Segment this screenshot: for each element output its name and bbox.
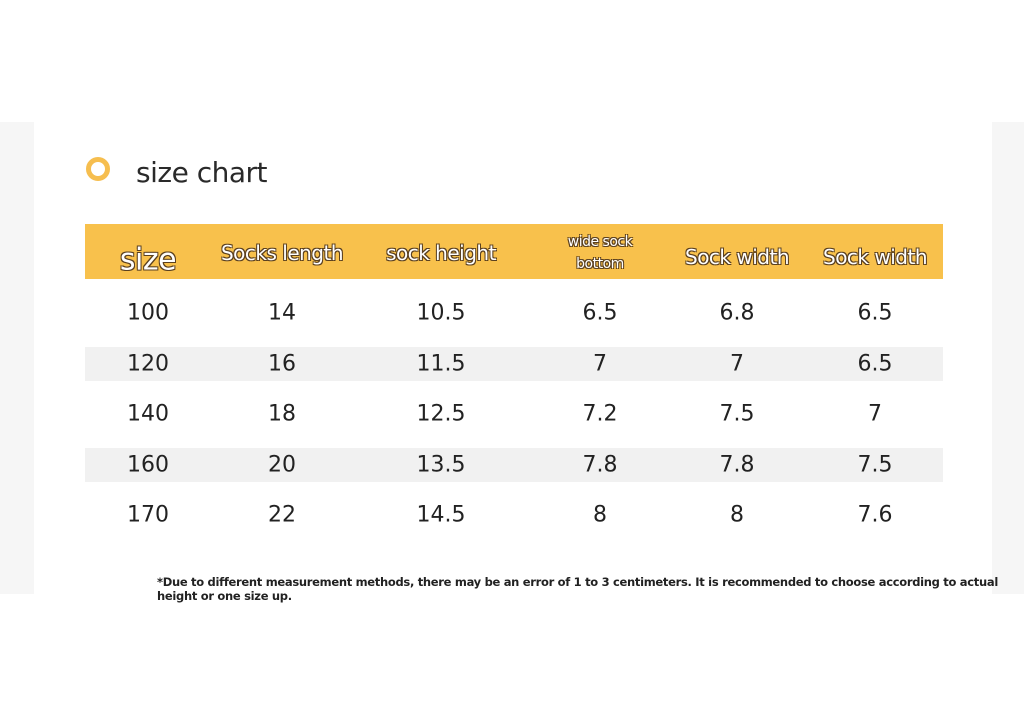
table-cell: 170 xyxy=(127,502,169,528)
table-cell: 6.8 xyxy=(719,300,755,326)
header-cell: Socks length xyxy=(220,241,344,265)
table-cell: 7.8 xyxy=(719,452,755,477)
table-cell: 13.5 xyxy=(416,452,466,477)
table-cell: 14 xyxy=(268,300,296,326)
table-cell: 7.5 xyxy=(857,452,893,477)
header-cell: wide sock bottom xyxy=(567,234,633,272)
table-cell: 10.5 xyxy=(416,300,466,326)
header-cell: Sock width xyxy=(823,245,928,269)
table-cell: 16 xyxy=(268,351,296,376)
header-cell: size xyxy=(119,242,177,278)
table-cell: 6.5 xyxy=(857,351,893,376)
title: size chart xyxy=(136,156,267,189)
table-cell: 7 xyxy=(730,351,744,376)
table-cell: 8 xyxy=(730,502,744,528)
header-cell: sock height xyxy=(386,241,496,265)
table-cell: 22 xyxy=(268,502,296,528)
header-bar xyxy=(85,224,943,279)
row-stripe xyxy=(85,347,943,381)
table-cell: 160 xyxy=(127,452,169,477)
table-cell: 11.5 xyxy=(416,351,466,376)
table-cell: 100 xyxy=(127,300,169,326)
table-cell: 7 xyxy=(868,401,882,427)
table-cell: 6.5 xyxy=(582,300,618,326)
table-cell: 20 xyxy=(268,452,296,477)
table-cell: 6.5 xyxy=(857,300,893,326)
row-stripe xyxy=(85,448,943,482)
header-cell: Sock width xyxy=(685,245,790,269)
table-cell: 7.5 xyxy=(719,401,755,427)
table-cell: 140 xyxy=(127,401,169,427)
footnote: *Due to different measurement methods, t… xyxy=(157,575,998,603)
table-cell: 7 xyxy=(593,351,607,376)
title-icon xyxy=(86,157,110,181)
table-cell: 12.5 xyxy=(416,401,466,427)
table-cell: 8 xyxy=(593,502,607,528)
table-cell: 7.6 xyxy=(857,502,893,528)
table-cell: 18 xyxy=(268,401,296,427)
table-cell: 14.5 xyxy=(416,502,466,528)
table-cell: 120 xyxy=(127,351,169,376)
table-cell: 7.2 xyxy=(582,401,618,427)
table-cell: 7.8 xyxy=(582,452,618,477)
